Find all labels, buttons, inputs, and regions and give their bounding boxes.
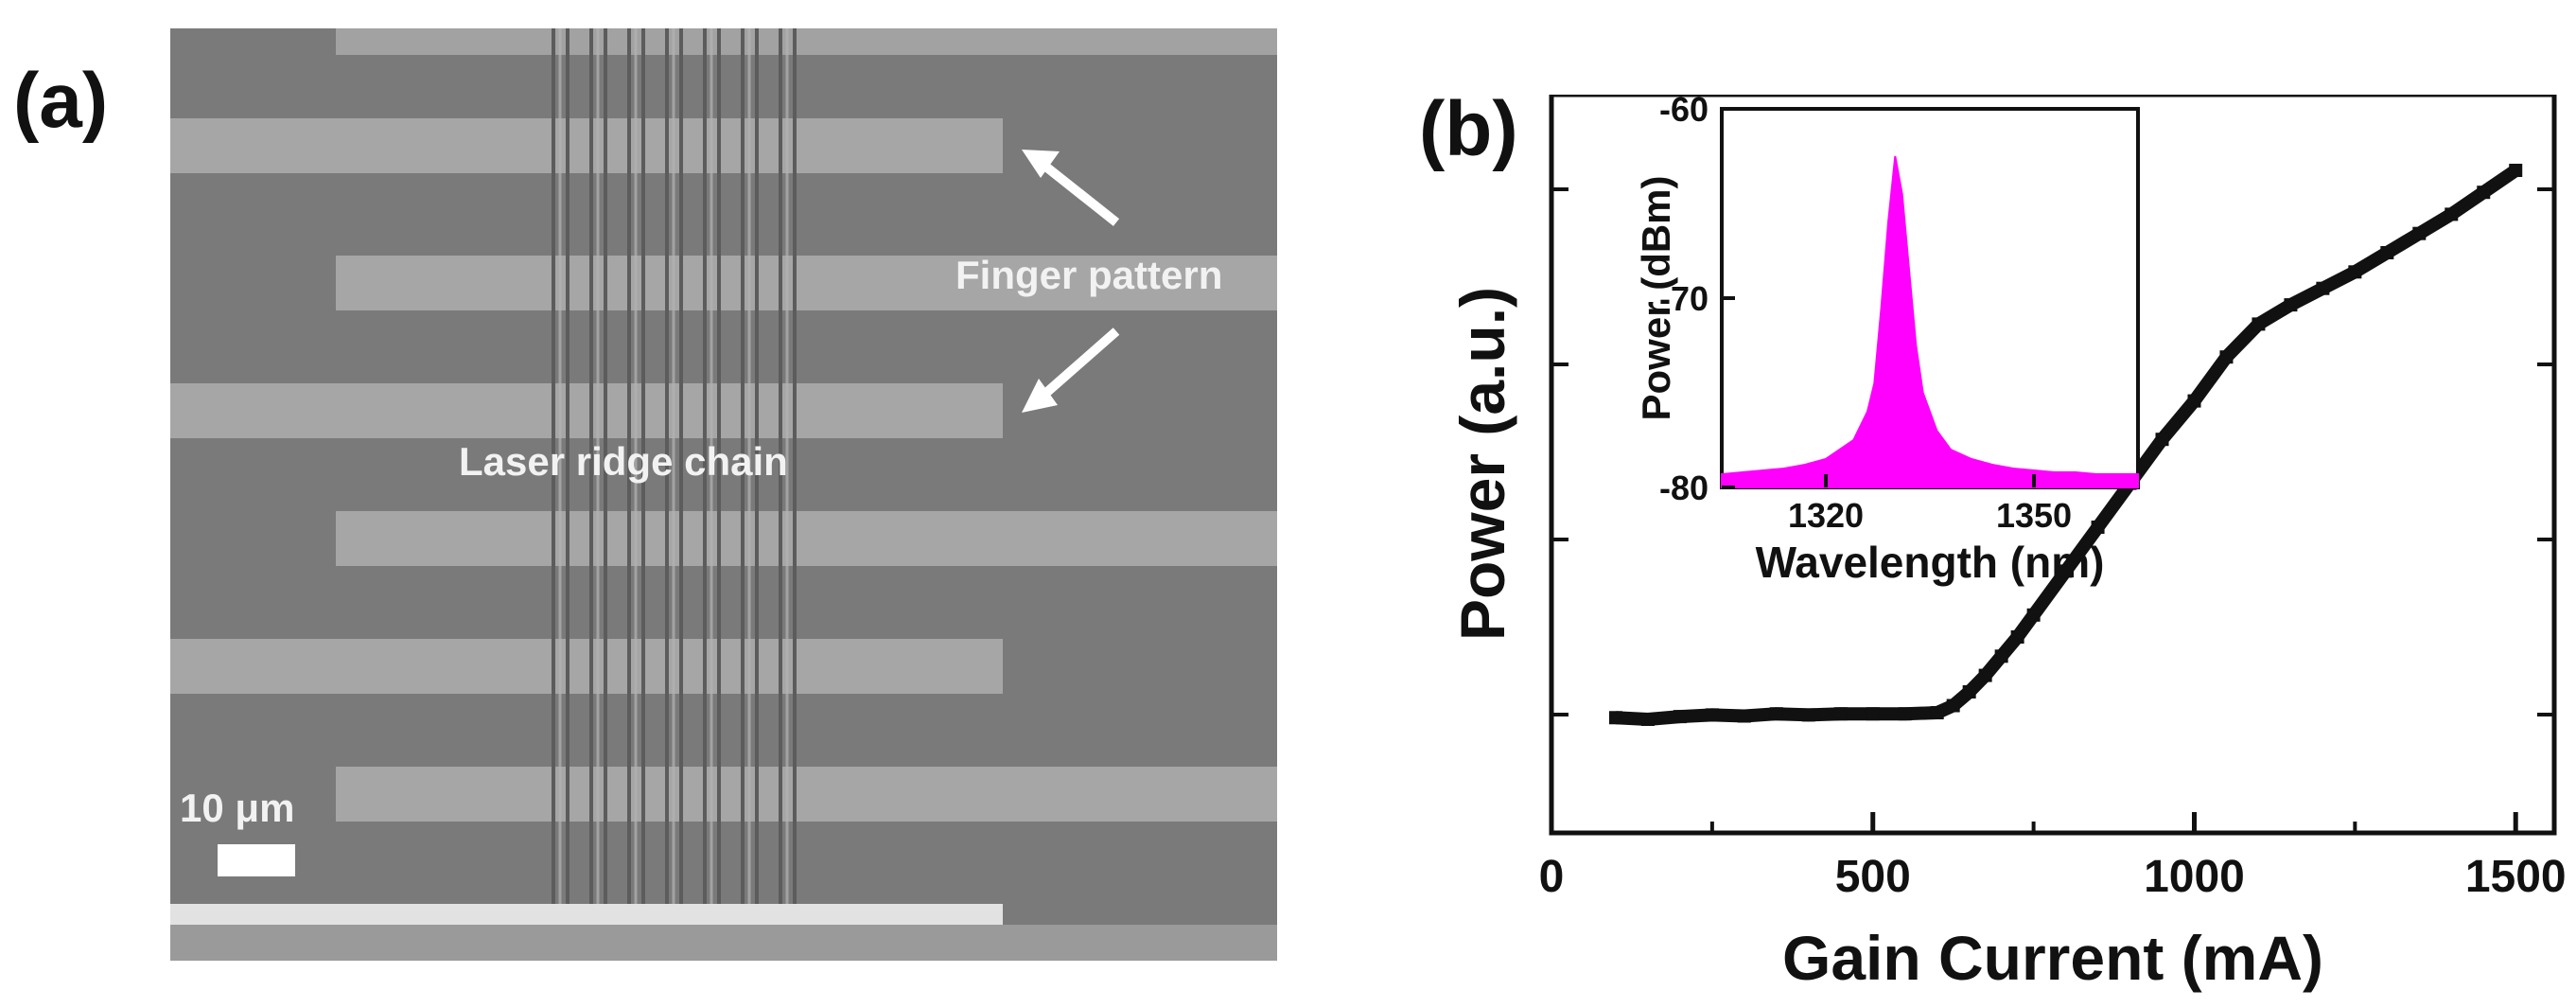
inset-x-axis-label: Wavelength (nm) [1756, 538, 2105, 587]
inset-y-tick-label: -60 [1659, 95, 1709, 129]
inset-x-tick-label: 1320 [1788, 496, 1864, 535]
power-vs-current-point [1962, 685, 1976, 699]
main-x-tick-label: 0 [1539, 852, 1565, 902]
laser-ridge-lines [552, 28, 797, 904]
power-vs-current-point [2010, 630, 2024, 644]
inset-y-tick-label: -70 [1659, 279, 1709, 318]
power-vs-current-point [1930, 706, 1944, 720]
arrow-icon [1022, 150, 1120, 413]
power-vs-current-point [2187, 394, 2201, 408]
power-vs-current-point [2284, 298, 2298, 312]
finger-strip [336, 256, 1277, 310]
finger-strip [336, 28, 1277, 55]
panel-label-a: (a) [13, 58, 109, 144]
laser-ridge-chain-label: Laser ridge chain [459, 439, 788, 484]
power-vs-current-point [1769, 707, 1783, 721]
power-vs-current-point [2412, 226, 2427, 240]
finger-strip [336, 511, 1277, 566]
inset-y-axis-label: Power (dBm) [1634, 175, 1678, 420]
power-vs-current-point [2026, 608, 2041, 622]
inset-y-tick-label: -80 [1659, 469, 1709, 507]
main-x-tick-label: 1000 [2144, 852, 2245, 902]
substrate-edge [170, 904, 1003, 925]
scale-bar [218, 844, 295, 876]
scale-bar-label: 10 μm [180, 786, 294, 830]
power-vs-current-point [2252, 317, 2266, 331]
power-vs-current-point [2091, 521, 2105, 534]
main-y-axis-label: Power (a.u.) [1447, 287, 1517, 641]
finger-strip [170, 383, 1003, 438]
power-vs-current-point [1946, 699, 1960, 713]
power-vs-current-point [1801, 708, 1815, 722]
power-vs-current-point [1833, 707, 1848, 721]
finger-strip [170, 639, 1003, 694]
power-vs-current-point [1705, 708, 1719, 722]
power-vs-current-point [2348, 265, 2362, 279]
power-vs-current-point [1737, 709, 1751, 723]
power-vs-current-point [2445, 207, 2459, 221]
main-x-tick-label: 500 [1835, 852, 1911, 902]
finger-pattern-label: Finger pattern [955, 253, 1222, 297]
power-vs-current-point [1640, 713, 1655, 726]
power-vs-current-point [1898, 707, 1912, 721]
power-current-plot: 0 500 1000 1500 Gain Current (mA) Power (a.… [1438, 90, 2573, 1003]
main-x-axis-label: Gain Current (mA) [1782, 923, 2323, 993]
power-vs-current-point [2059, 564, 2073, 578]
power-vs-current-point [1994, 649, 2008, 663]
power-vs-current-point [2155, 433, 2169, 447]
power-vs-current-point [2219, 350, 2234, 364]
power-vs-current-point [2316, 281, 2330, 295]
main-x-tick-label: 1500 [2465, 852, 2567, 902]
finger-strip [336, 767, 1277, 822]
power-vs-current-point [1978, 668, 1992, 682]
power-vs-current-point [1866, 707, 1880, 721]
main-plot-frame [1549, 92, 2557, 836]
panel-label-b: (b) [1419, 86, 1518, 172]
power-vs-current-point [2509, 164, 2523, 177]
sem-micrograph: Finger pattern Laser ridge chain 10 μm [170, 28, 1277, 961]
power-vs-current-point [1608, 711, 1622, 725]
power-vs-current-point [2477, 186, 2491, 200]
spectrum-area [1721, 155, 2139, 488]
inset-x-tick-label: 1350 [1996, 496, 2072, 535]
finger-strip [170, 118, 1003, 173]
power-vs-current-point [1673, 710, 1687, 724]
power-vs-current-point [2380, 246, 2394, 259]
